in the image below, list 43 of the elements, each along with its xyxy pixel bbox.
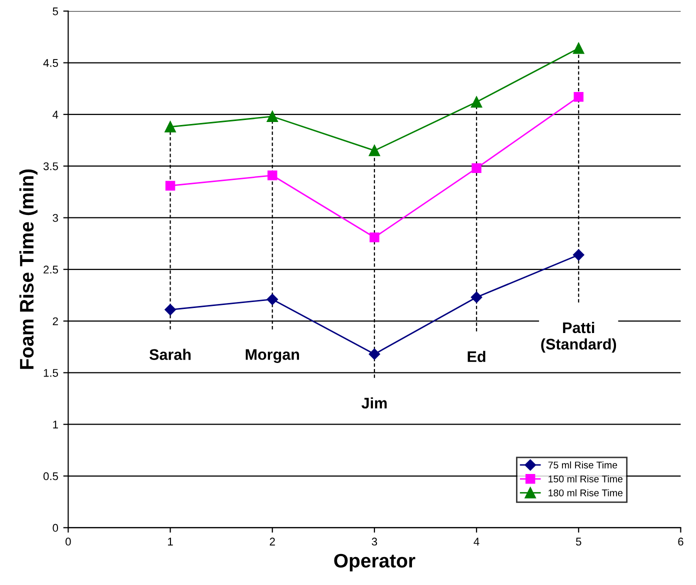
point — [573, 42, 584, 54]
annotation: Patti (Standard) — [541, 322, 616, 353]
legend-label: 75 ml Rise Time — [548, 461, 618, 468]
point — [472, 163, 482, 174]
x-axis-title: Operator — [334, 554, 416, 572]
x-tick-label: 6 — [678, 538, 684, 546]
x-tick-label: 0 — [66, 538, 71, 546]
point — [573, 249, 584, 261]
y-tick-label: 0 — [52, 524, 58, 532]
y-tick-label: 5 — [52, 7, 58, 16]
y-tick-label: 1 — [53, 420, 58, 428]
x-tick-label: 3 — [372, 538, 378, 546]
y-axis-title: Foam Rise Time (min) — [19, 170, 38, 369]
point — [574, 92, 584, 102]
annotation: Jim — [362, 397, 387, 409]
annotation: Sarah — [149, 348, 191, 360]
x-tick-label: 1 — [168, 538, 173, 546]
legend-label: 150 ml Rise Time — [548, 475, 623, 482]
y-tick-label: 3 — [52, 214, 58, 222]
y-tick-label: 1.5 — [44, 369, 58, 377]
legend-label: 180 ml Rise Time — [548, 489, 623, 496]
y-tick-label: 0.5 — [43, 472, 58, 480]
point — [370, 232, 380, 242]
point — [368, 145, 380, 156]
x-tick-label: 2 — [270, 538, 275, 546]
y-tick-label: 2 — [52, 317, 58, 326]
y-tick-label: 2.5 — [44, 266, 58, 274]
point — [164, 121, 176, 132]
point — [165, 180, 176, 191]
y-tick-label: 4.5 — [43, 59, 58, 67]
annotation: Ed — [468, 350, 486, 362]
point — [470, 96, 482, 108]
point — [470, 292, 482, 303]
point — [368, 348, 380, 360]
y-tick-label: 3.5 — [43, 162, 58, 170]
x-tick-label: 4 — [474, 538, 480, 546]
point — [266, 110, 278, 122]
x-tick-label: 5 — [576, 538, 582, 546]
point — [164, 304, 176, 316]
point — [266, 294, 278, 305]
y-tick-label: 4 — [52, 110, 58, 118]
annotation: Morgan — [246, 349, 300, 363]
point — [268, 170, 278, 180]
